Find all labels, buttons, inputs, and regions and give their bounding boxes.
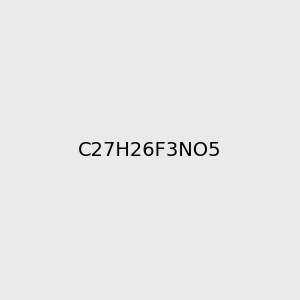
Text: C27H26F3NO5: C27H26F3NO5 (78, 140, 222, 160)
